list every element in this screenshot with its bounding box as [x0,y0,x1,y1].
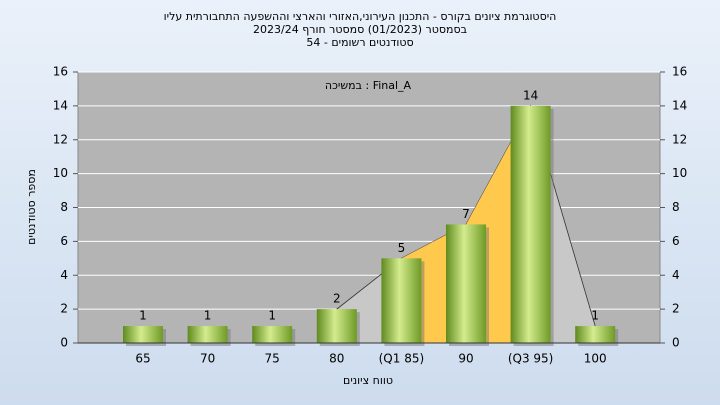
value-label: 14 [523,88,538,102]
bar [510,105,551,343]
chart-subtitle: סטודנטים רשומים - 54 [306,36,413,49]
y2-tick-label: 16 [672,65,687,79]
value-label: 1 [139,309,147,323]
bar [123,326,163,343]
annotation: Final_A : במשיכה [325,79,412,92]
y2-tick-label: 12 [672,132,687,146]
bar [575,326,616,343]
y-axis-label: מספר סטודנטים [25,169,38,245]
chart-subtitle: בסמסטר (01/2023) סמסטר חורף 2023/24 [253,23,467,36]
value-label: 1 [591,309,599,323]
y2-tick-label: 14 [672,98,687,112]
x-axis-label: טווח ציונים [343,374,393,387]
x-tick-label: 80 [329,352,344,366]
y2-tick-label: 2 [672,302,680,316]
x-tick-label: 65 [135,352,150,366]
y-tick-label: 12 [53,132,68,146]
x-tick-label: (Q1 85) [379,352,425,366]
value-label: 5 [398,241,406,255]
x-tick-label: 75 [265,352,280,366]
value-label: 2 [333,292,341,306]
x-tick-label: 100 [584,352,607,366]
y-tick-label: 6 [60,234,68,248]
bar [446,224,486,343]
y2-tick-label: 6 [672,234,680,248]
value-label: 1 [268,309,276,323]
chart-title: היסטוגרמת ציונים בקורס - התכנון העירוני,… [164,10,557,23]
bar [187,326,228,343]
y-tick-label: 14 [53,98,68,112]
y2-tick-label: 0 [672,336,680,350]
y2-tick-label: 4 [672,268,680,282]
y2-tick-label: 10 [672,166,687,180]
x-tick-label: 70 [200,352,215,366]
bar [381,258,422,343]
y-tick-label: 4 [60,268,68,282]
x-tick-label: (Q3 95) [508,352,554,366]
bar [316,309,357,343]
value-label: 7 [462,207,470,221]
x-tick-label: 90 [458,352,473,366]
y-tick-label: 8 [60,200,68,214]
y-tick-label: 2 [60,302,68,316]
value-label: 1 [204,309,212,323]
y2-tick-label: 8 [672,200,680,214]
y-tick-label: 16 [53,65,68,79]
y-tick-label: 10 [53,166,68,180]
bar [252,326,293,343]
y-tick-label: 0 [60,336,68,350]
